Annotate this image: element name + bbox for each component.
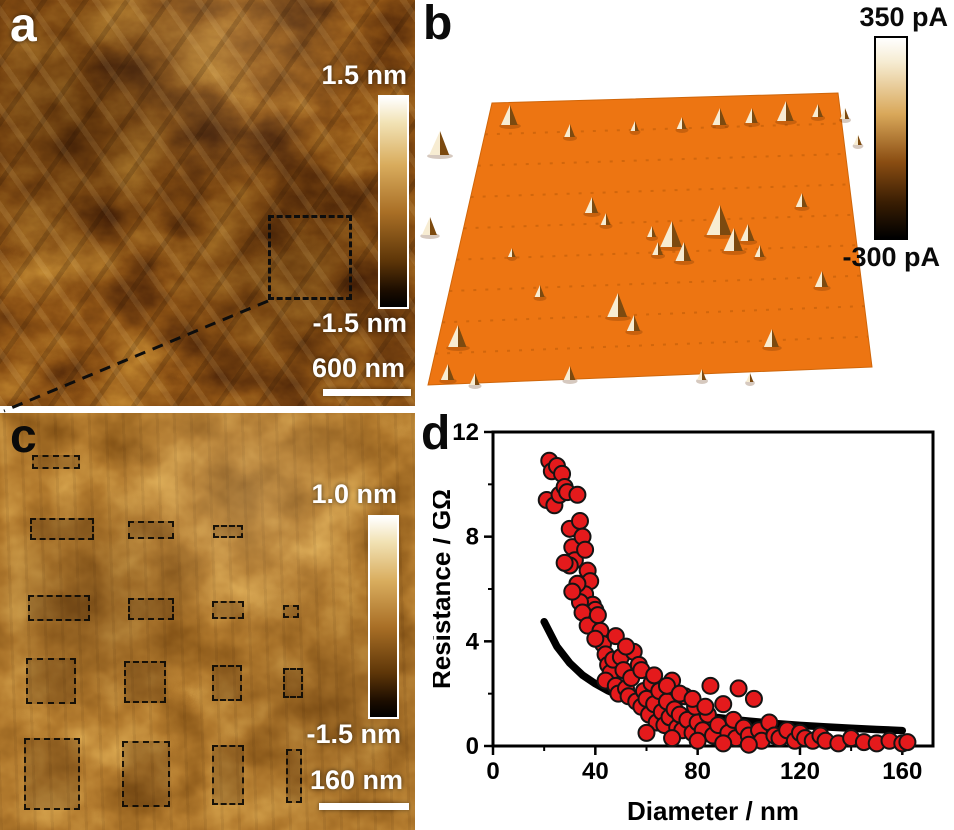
panel-b-current-map-3d: b 350 pA -300 pA [415,0,954,410]
svg-text:0: 0 [466,733,479,760]
dotted-region [212,745,244,805]
dotted-region [30,518,94,540]
panel-c-scalebar-label: 160 nm [309,765,403,795]
scatter-chart: 0 40 80 120 160 0 4 8 12 Resistance / GΩ Diameter … [426,414,949,826]
dotted-region [286,749,302,803]
current-map-surface [420,92,873,389]
panel-a-scale-max: 1.5 nm [321,60,407,90]
svg-text:80: 80 [684,758,711,785]
svg-text:12: 12 [452,419,479,446]
panel-c-scale-max: 1.0 nm [311,479,397,509]
panel-a-label: a [10,0,37,52]
panel-a-scalebar-label: 600 nm [311,353,405,383]
dotted-region [28,595,90,621]
svg-text:8: 8 [466,524,479,551]
svg-text:160: 160 [882,758,922,785]
panel-c-afm-zoom: c 1.0 nm -1.5 nm 160 nm [0,413,415,830]
panel-b-scale-max: 350 pA [859,2,948,32]
panel-a-scalebar [323,389,411,396]
panel-d-label: d [421,410,451,460]
panel-a-scale-min: -1.5 nm [312,308,407,338]
dotted-region [26,658,76,704]
panel-c-colorbar [368,515,399,719]
panel-c-scale-min: -1.5 nm [306,719,401,749]
dotted-region [213,525,243,538]
zoom-region-outline [268,215,352,300]
svg-text:40: 40 [582,758,609,785]
panel-a-afm-topography: a 1.5 nm -1.5 nm 600 nm [0,0,415,406]
scatter-chart-svg: 0 40 80 120 160 0 4 8 12 Resistance / GΩ Diameter … [426,419,935,826]
afm-texture-c [0,413,415,830]
dotted-region [124,661,166,703]
dotted-region [283,605,299,618]
dotted-region [24,738,80,810]
panel-b-label: b [423,0,453,50]
panel-b-colorbar [874,36,908,240]
svg-text:4: 4 [466,628,480,655]
panel-c-label: c [10,413,37,463]
x-axis-label: Diameter / nm [627,796,799,826]
svg-text:120: 120 [780,758,820,785]
dotted-region [128,598,174,620]
dotted-region [32,455,80,469]
dotted-region [212,665,242,701]
svg-text:0: 0 [486,758,499,785]
panel-b-scale-min: -300 pA [842,242,940,272]
panel-c-scalebar [319,803,409,810]
dotted-region [212,601,244,619]
dotted-region [122,741,170,807]
dotted-region [283,668,303,698]
panel-a-colorbar [378,95,409,309]
dotted-region [128,521,174,539]
panel-d-resistance-chart: d 0 40 80 120 160 0 4 8 12 Resistance / GΩ Diamete… [415,410,954,830]
y-axis-label: Resistance / GΩ [433,489,456,689]
